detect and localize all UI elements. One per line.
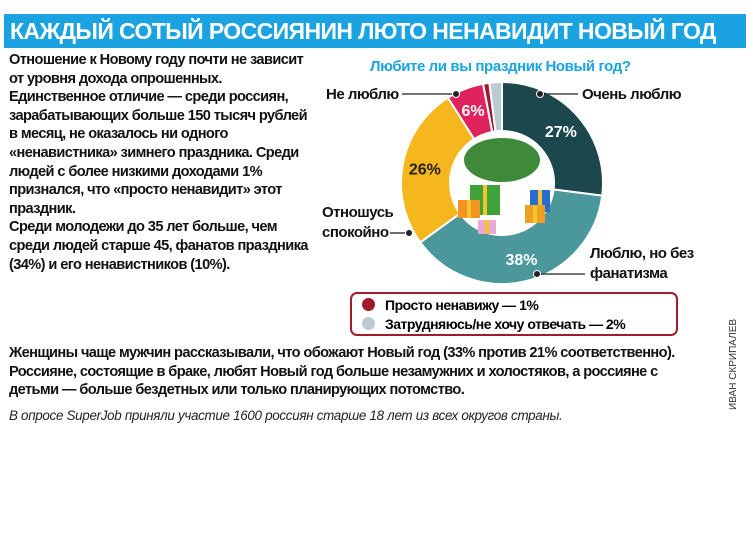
leader-dot — [452, 90, 460, 98]
lead-text: Отношение к Новому году почти не зависит… — [9, 51, 309, 274]
slice-value-label: 27% — [545, 124, 577, 141]
slice-value-label: 6% — [462, 103, 485, 120]
legend-item: Затрудняюсь/не хочу отвечать — 2% — [362, 316, 626, 332]
leader-dot — [536, 90, 544, 98]
gift-ribbon — [538, 190, 542, 212]
legend-dot-icon — [362, 298, 375, 311]
slice-1 — [418, 188, 604, 285]
gift-ribbon — [485, 220, 489, 234]
gift-ribbon — [483, 185, 487, 215]
bottom-text: Женщины чаще мужчин рассказывали, что об… — [9, 345, 675, 399]
slice-2 — [400, 96, 476, 244]
legend-item: Просто ненавижу — 1% — [362, 297, 539, 313]
lead-paragraph: Отношение к Новому году почти не зависит… — [9, 52, 308, 217]
label-love: Люблю, но без фанатизма — [590, 245, 694, 282]
legend-dot-icon — [362, 317, 375, 330]
label-very-love: Очень люблю — [582, 86, 682, 103]
chart-title: Любите ли вы праздник Новый год? — [370, 58, 631, 75]
leader-dot — [405, 229, 413, 237]
leader-dot — [533, 270, 541, 278]
legend: Просто ненавижу — 1% Затрудняюсь/не хочу… — [350, 292, 678, 336]
slice-value-label: 38% — [506, 252, 538, 269]
label-calm: Отношусь спокойно — [322, 204, 394, 241]
survey-note: В опросе SuperJob приняли участие 1600 р… — [9, 408, 563, 423]
lead-paragraph: Среди молодежи до 35 лет больше, чем сре… — [9, 219, 308, 273]
gift-ribbon — [467, 200, 471, 218]
headline: КАЖДЫЙ СОТЫЙ РОССИЯНИН ЛЮТО НЕНАВИДИТ НО… — [4, 14, 746, 48]
slice-value-label: 26% — [409, 161, 441, 178]
slice-5 — [488, 80, 503, 133]
gift-ribbon — [533, 205, 537, 223]
legend-text: Просто ненавижу — 1% — [385, 297, 539, 313]
legend-text: Затрудняюсь/не хочу отвечать — 2% — [385, 316, 626, 332]
label-dislike: Не люблю — [326, 86, 399, 103]
fir-branch-icon — [464, 138, 540, 182]
